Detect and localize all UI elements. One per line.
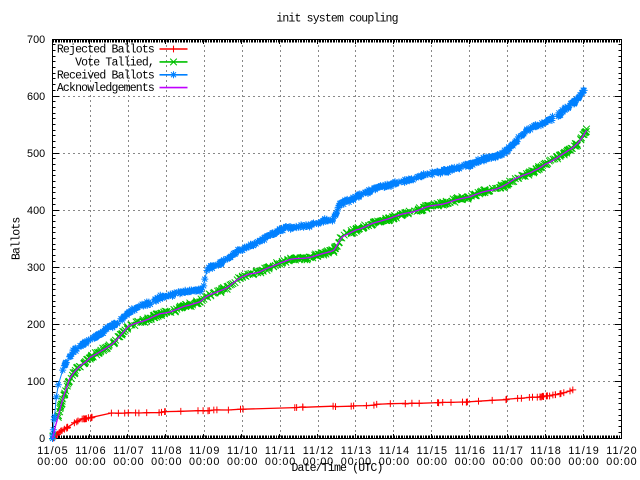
svg-text:00:00: 00:00	[265, 456, 295, 468]
svg-text:Date/Time (UTC): Date/Time (UTC)	[291, 462, 382, 475]
svg-text:11/16: 11/16	[455, 445, 485, 457]
svg-text:11/15: 11/15	[417, 445, 447, 457]
svg-text:100: 100	[27, 376, 45, 388]
svg-text:Ballots: Ballots	[11, 218, 24, 260]
svg-text:11/18: 11/18	[530, 445, 560, 457]
svg-text:init system coupling: init system coupling	[276, 12, 397, 25]
svg-text:400: 400	[27, 205, 45, 217]
svg-text:11/19: 11/19	[568, 445, 598, 457]
svg-text:Vote Tallied,: Vote Tallied,	[75, 57, 154, 70]
svg-text:00:00: 00:00	[530, 456, 560, 468]
svg-text:Rejected Ballots: Rejected Ballots	[57, 44, 154, 57]
svg-text:11/13: 11/13	[341, 445, 371, 457]
svg-text:11/20: 11/20	[606, 445, 636, 457]
svg-text:00:00: 00:00	[379, 456, 409, 468]
svg-text:11/11: 11/11	[265, 445, 295, 457]
svg-text:11/09: 11/09	[189, 445, 219, 457]
svg-text:00:00: 00:00	[493, 456, 523, 468]
svg-text:00:00: 00:00	[113, 456, 143, 468]
svg-text:11/12: 11/12	[303, 445, 333, 457]
svg-text:11/06: 11/06	[75, 445, 105, 457]
svg-text:500: 500	[27, 148, 45, 160]
svg-text:11/17: 11/17	[493, 445, 523, 457]
svg-text:11/07: 11/07	[113, 445, 143, 457]
svg-text:00:00: 00:00	[606, 456, 636, 468]
svg-text:700: 700	[27, 34, 45, 46]
svg-text:00:00: 00:00	[37, 456, 67, 468]
svg-text:00:00: 00:00	[417, 456, 447, 468]
svg-text:00:00: 00:00	[303, 456, 333, 468]
svg-text:11/08: 11/08	[151, 445, 181, 457]
svg-text:200: 200	[27, 319, 45, 331]
svg-text:00:00: 00:00	[151, 456, 181, 468]
svg-text:00:00: 00:00	[568, 456, 598, 468]
svg-text:300: 300	[27, 262, 45, 274]
svg-text:00:00: 00:00	[341, 456, 371, 468]
svg-text:00:00: 00:00	[75, 456, 105, 468]
svg-text:Received Ballots: Received Ballots	[57, 69, 154, 82]
svg-text:11/10: 11/10	[227, 445, 257, 457]
svg-text:11/14: 11/14	[379, 445, 409, 457]
svg-text:00:00: 00:00	[455, 456, 485, 468]
svg-text:11/05: 11/05	[37, 445, 67, 457]
svg-text:00:00: 00:00	[189, 456, 219, 468]
svg-text:00:00: 00:00	[227, 456, 257, 468]
svg-text:600: 600	[27, 91, 45, 103]
svg-text:Acknowledgements: Acknowledgements	[57, 82, 154, 95]
svg-text:0: 0	[39, 433, 45, 445]
